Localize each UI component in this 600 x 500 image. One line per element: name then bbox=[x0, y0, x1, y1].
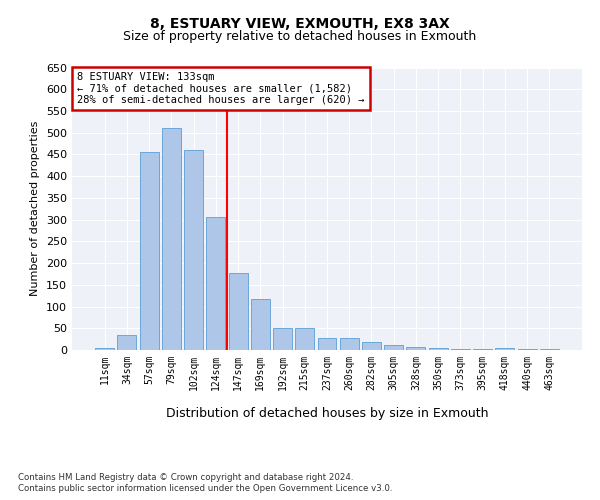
Bar bbox=[340, 338, 359, 350]
Bar bbox=[518, 349, 536, 350]
Bar bbox=[162, 128, 181, 350]
Bar bbox=[229, 272, 248, 350]
Bar bbox=[406, 346, 425, 350]
Bar bbox=[496, 348, 514, 350]
Text: Distribution of detached houses by size in Exmouth: Distribution of detached houses by size … bbox=[166, 408, 488, 420]
Bar bbox=[295, 328, 314, 350]
Bar bbox=[384, 345, 403, 350]
Bar bbox=[95, 348, 114, 350]
Bar bbox=[451, 348, 470, 350]
Bar bbox=[184, 150, 203, 350]
Bar bbox=[206, 218, 225, 350]
Bar bbox=[317, 338, 337, 350]
Text: 8, ESTUARY VIEW, EXMOUTH, EX8 3AX: 8, ESTUARY VIEW, EXMOUTH, EX8 3AX bbox=[150, 18, 450, 32]
Text: Size of property relative to detached houses in Exmouth: Size of property relative to detached ho… bbox=[124, 30, 476, 43]
Bar bbox=[540, 348, 559, 350]
Bar bbox=[118, 335, 136, 350]
Text: 8 ESTUARY VIEW: 133sqm
← 71% of detached houses are smaller (1,582)
28% of semi-: 8 ESTUARY VIEW: 133sqm ← 71% of detached… bbox=[77, 72, 365, 105]
Y-axis label: Number of detached properties: Number of detached properties bbox=[31, 121, 40, 296]
Text: Contains public sector information licensed under the Open Government Licence v3: Contains public sector information licen… bbox=[18, 484, 392, 493]
Bar bbox=[251, 298, 270, 350]
Bar bbox=[429, 348, 448, 350]
Bar bbox=[362, 342, 381, 350]
Bar bbox=[140, 152, 158, 350]
Bar bbox=[473, 349, 492, 350]
Bar bbox=[273, 328, 292, 350]
Text: Contains HM Land Registry data © Crown copyright and database right 2024.: Contains HM Land Registry data © Crown c… bbox=[18, 472, 353, 482]
